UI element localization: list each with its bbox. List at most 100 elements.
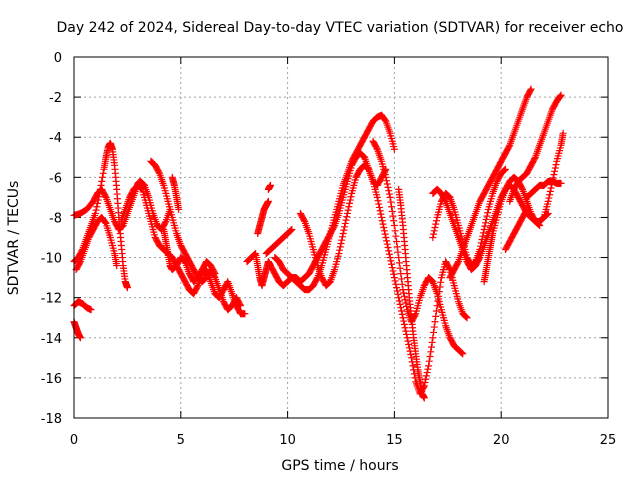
data-point xyxy=(345,203,353,211)
data-point xyxy=(391,227,399,235)
data-point xyxy=(394,248,402,256)
data-point xyxy=(425,362,433,370)
data-point xyxy=(390,217,398,225)
data-point xyxy=(458,349,466,357)
data-point xyxy=(441,196,449,204)
data-point xyxy=(138,185,146,193)
data-point xyxy=(396,264,404,272)
data-point xyxy=(347,193,355,201)
data-point xyxy=(463,314,471,322)
x-tick-label: 20 xyxy=(493,433,510,448)
data-point xyxy=(423,369,431,377)
data-point xyxy=(113,262,121,270)
data-point xyxy=(500,167,508,175)
data-point xyxy=(87,306,95,314)
x-tick-label: 15 xyxy=(386,433,403,448)
data-point xyxy=(551,167,559,175)
data-point xyxy=(377,210,385,218)
data-point xyxy=(373,193,381,201)
data-point xyxy=(155,168,163,176)
data-point xyxy=(397,270,405,278)
data-point xyxy=(398,310,406,318)
data-point xyxy=(484,209,492,217)
data-point xyxy=(339,229,347,237)
data-point xyxy=(549,174,557,182)
data-point xyxy=(393,287,401,295)
data-point xyxy=(98,173,106,181)
data-point xyxy=(518,184,526,192)
data-point xyxy=(427,348,435,356)
data-point xyxy=(381,230,389,238)
data-point xyxy=(429,234,437,241)
x-tick-label: 5 xyxy=(177,433,185,448)
y-axis-ticks: 0 -2 -4 -6 -8 -10 -12 -14 -16 -18 xyxy=(41,51,608,427)
data-point xyxy=(546,187,554,195)
data-point xyxy=(459,350,467,358)
data-point xyxy=(341,223,349,231)
data-point xyxy=(236,300,244,308)
data-point xyxy=(429,334,437,342)
data-point xyxy=(400,292,408,300)
y-tick-label: -18 xyxy=(41,412,62,427)
chart-title: Day 242 of 2024, Sidereal Day-to-day VTE… xyxy=(57,20,624,36)
data-point xyxy=(401,296,409,304)
data-point xyxy=(482,215,490,223)
data-point xyxy=(385,187,393,195)
data-point xyxy=(383,177,391,185)
data-point xyxy=(375,200,383,208)
data-point xyxy=(344,206,352,214)
data-point xyxy=(424,365,432,373)
data-point xyxy=(210,268,218,276)
data-point xyxy=(137,184,145,192)
data-point xyxy=(375,203,383,211)
data-point xyxy=(384,183,392,191)
data-point xyxy=(422,375,430,383)
data-point xyxy=(385,247,393,255)
data-point xyxy=(526,86,534,94)
data-point xyxy=(386,193,394,201)
data-point xyxy=(338,233,346,241)
data-point xyxy=(390,145,398,153)
data-point xyxy=(382,173,390,181)
data-point xyxy=(523,205,531,213)
data-point xyxy=(99,169,107,177)
data-point xyxy=(401,324,409,332)
data-point xyxy=(483,212,491,220)
data-point xyxy=(92,206,100,214)
data-point xyxy=(395,254,403,262)
data-point xyxy=(392,232,400,240)
data-point xyxy=(431,223,439,231)
data-point xyxy=(403,334,411,342)
data-point xyxy=(101,218,109,226)
y-tick-label: -2 xyxy=(49,91,62,106)
data-point xyxy=(400,320,408,328)
data-point xyxy=(267,181,275,189)
data-point xyxy=(402,327,410,335)
data-point xyxy=(403,330,411,338)
data-point xyxy=(430,323,438,331)
data-point xyxy=(399,314,407,322)
data-point xyxy=(76,334,84,342)
data-point xyxy=(335,250,343,258)
x-tick-label: 10 xyxy=(279,433,296,448)
data-point xyxy=(420,394,428,402)
data-point xyxy=(395,297,403,305)
data-point xyxy=(396,300,404,308)
data-point xyxy=(547,184,555,192)
data-point xyxy=(557,91,565,99)
data-marks xyxy=(70,85,567,402)
data-point xyxy=(341,219,349,227)
data-point xyxy=(123,284,131,292)
data-point xyxy=(383,180,391,188)
y-tick-label: -10 xyxy=(41,252,62,267)
data-point xyxy=(432,312,440,320)
data-point xyxy=(343,213,351,221)
y-tick-label: -16 xyxy=(41,372,62,387)
data-point xyxy=(387,198,395,206)
data-point xyxy=(404,337,412,345)
data-point xyxy=(398,307,406,315)
data-point xyxy=(161,219,169,227)
data-point xyxy=(336,243,344,251)
data-point xyxy=(374,197,382,205)
data-point xyxy=(482,219,490,227)
